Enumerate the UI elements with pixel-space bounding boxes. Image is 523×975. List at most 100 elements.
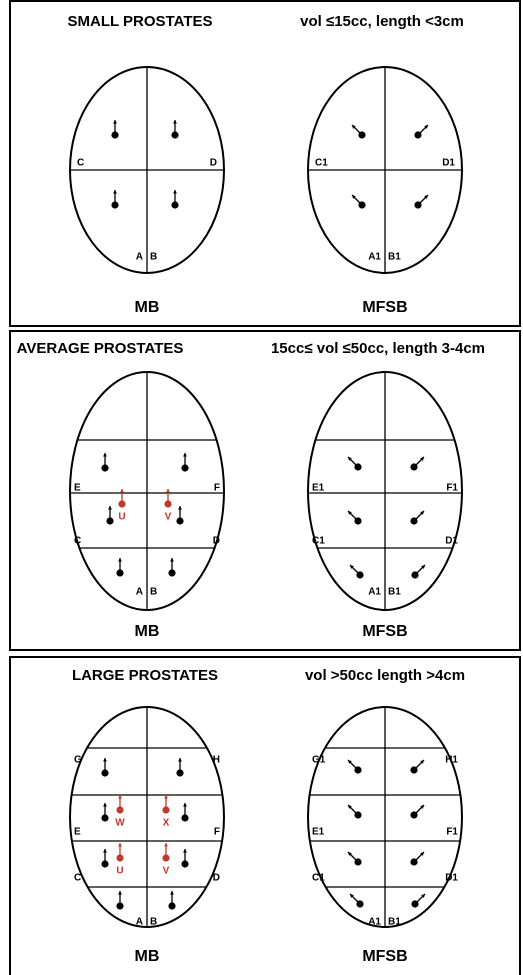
criteria: vol ≤15cc, length <3cm (300, 13, 464, 30)
biopsy-dot (356, 571, 364, 579)
biopsy-dot (116, 569, 124, 577)
biopsy-dot (101, 814, 109, 822)
arrowhead (348, 511, 352, 515)
biopsy-dot (101, 860, 109, 868)
arrowhead (103, 758, 107, 762)
arrowhead (348, 852, 352, 856)
biopsy-dot (116, 854, 124, 862)
arrowhead (164, 843, 168, 847)
biopsy-dot (106, 517, 114, 525)
zone-label: D (213, 536, 220, 547)
zone-label: A1 (368, 587, 381, 598)
marker-label: V (163, 866, 170, 877)
zone-label: E (74, 827, 81, 838)
zone-label: D (213, 873, 220, 884)
biopsy-dot (168, 569, 176, 577)
biopsy-dot (176, 517, 184, 525)
arrowhead (103, 453, 107, 457)
arrowhead (118, 795, 122, 799)
panel-frame (9, 330, 521, 651)
biopsy-dot (118, 500, 126, 508)
zone-label: G1 (312, 755, 326, 766)
arrowhead (183, 849, 187, 853)
zone-label: H (213, 755, 220, 766)
panel-title: LARGE PROSTATES (72, 667, 218, 684)
arrowhead (118, 891, 122, 895)
zone-label: C1 (312, 873, 325, 884)
arrowhead (118, 843, 122, 847)
arrowhead (352, 195, 356, 199)
biopsy-dot (414, 131, 422, 139)
arrowhead (183, 803, 187, 807)
zone-label: A (136, 917, 143, 928)
biopsy-dot (354, 858, 362, 866)
zone-label: A1 (368, 917, 381, 928)
arrowhead (420, 852, 424, 856)
zone-label: C1 (315, 158, 328, 169)
biopsy-dot (176, 769, 184, 777)
zone-label: C (77, 158, 84, 169)
arrowhead (118, 558, 122, 562)
arrowhead (348, 805, 352, 809)
biopsy-dot (116, 902, 124, 910)
panel-frame (9, 656, 521, 975)
caption: MB (135, 299, 160, 316)
zone-label: E1 (312, 483, 325, 494)
zone-label: F (214, 827, 220, 838)
arrowhead (424, 125, 428, 129)
marker-label: U (118, 512, 125, 523)
biopsy-dot (162, 806, 170, 814)
arrowhead (183, 453, 187, 457)
arrowhead (350, 565, 354, 569)
biopsy-dot (358, 131, 366, 139)
zone-label: A1 (368, 252, 381, 263)
arrowhead (166, 489, 170, 493)
zone-label: E (74, 483, 81, 494)
arrowhead (120, 489, 124, 493)
zone-label: E1 (312, 827, 325, 838)
zone-label: B1 (388, 917, 401, 928)
biopsy-dot (414, 201, 422, 209)
caption: MFSB (362, 623, 407, 640)
biopsy-dot (356, 900, 364, 908)
arrowhead (420, 805, 424, 809)
criteria: 15cc≤ vol ≤50cc, length 3-4cm (271, 340, 485, 357)
biopsy-dot (101, 464, 109, 472)
marker-label: W (115, 818, 125, 829)
marker-label: U (116, 866, 123, 877)
biopsy-dot (168, 902, 176, 910)
biopsy-dot (101, 769, 109, 777)
criteria: vol >50cc length >4cm (305, 667, 465, 684)
arrowhead (173, 120, 177, 124)
biopsy-dot (354, 517, 362, 525)
arrowhead (352, 125, 356, 129)
zone-label: F (214, 483, 220, 494)
biopsy-dot (411, 900, 419, 908)
zone-label: D (210, 158, 217, 169)
arrowhead (113, 190, 117, 194)
biopsy-dot (162, 854, 170, 862)
arrowhead (420, 457, 424, 461)
arrowhead (170, 891, 174, 895)
caption: MB (135, 948, 160, 965)
biopsy-dot (181, 860, 189, 868)
panel-frame (9, 0, 521, 327)
zone-label: F1 (446, 827, 458, 838)
marker-label: X (163, 818, 170, 829)
biopsy-dot (111, 131, 119, 139)
arrowhead (113, 120, 117, 124)
biopsy-dot (116, 806, 124, 814)
zone-label: F1 (446, 483, 458, 494)
arrowhead (178, 506, 182, 510)
biopsy-dot (411, 571, 419, 579)
arrowhead (108, 506, 112, 510)
zone-label: A (136, 587, 143, 598)
panel-title: AVERAGE PROSTATES (17, 340, 184, 357)
biopsy-dot (410, 858, 418, 866)
zone-label: B (150, 917, 157, 928)
biopsy-dot (181, 464, 189, 472)
arrowhead (350, 894, 354, 898)
arrowhead (178, 758, 182, 762)
zone-label: D1 (445, 536, 458, 547)
